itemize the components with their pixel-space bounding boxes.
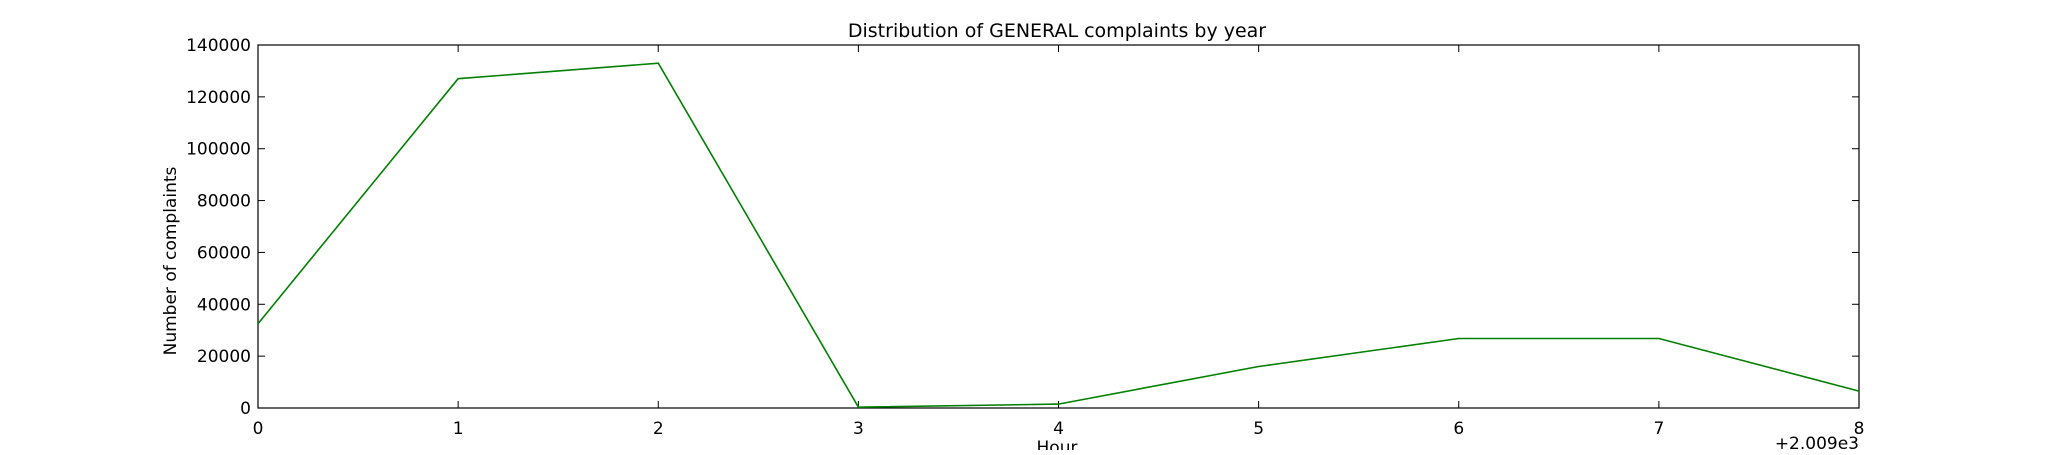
series-line [257,62,1860,409]
chart-title: Distribution of GENERAL complaints by ye… [848,20,1266,42]
y-tick-label: 140000 [186,36,251,56]
x-tick-label: 0 [253,419,264,439]
y-tick-label: 120000 [186,88,251,108]
x-axis-label: Hour [1037,438,1078,450]
y-tick-label: 80000 [197,192,251,212]
y-axis-label: Number of complaints [161,166,181,355]
y-tick-label: 100000 [186,140,251,160]
x-axis-offset-label: +2.009e3 [1775,434,1859,450]
y-tick-label: 20000 [197,347,251,367]
x-tick-label: 7 [1653,419,1664,439]
x-tick-label: 8 [1854,419,1865,439]
x-tick-label: 2 [653,419,664,439]
x-tick-label: 6 [1453,419,1464,439]
x-tick-label: 3 [853,419,864,439]
plot-frame [257,44,1860,409]
x-tick-label: 4 [1053,419,1064,439]
y-tick-label: 60000 [197,243,251,263]
y-tick-label: 0 [240,399,251,419]
x-tick-label: 5 [1253,419,1264,439]
y-tick-label: 40000 [197,295,251,315]
x-tick-label: 1 [453,419,464,439]
